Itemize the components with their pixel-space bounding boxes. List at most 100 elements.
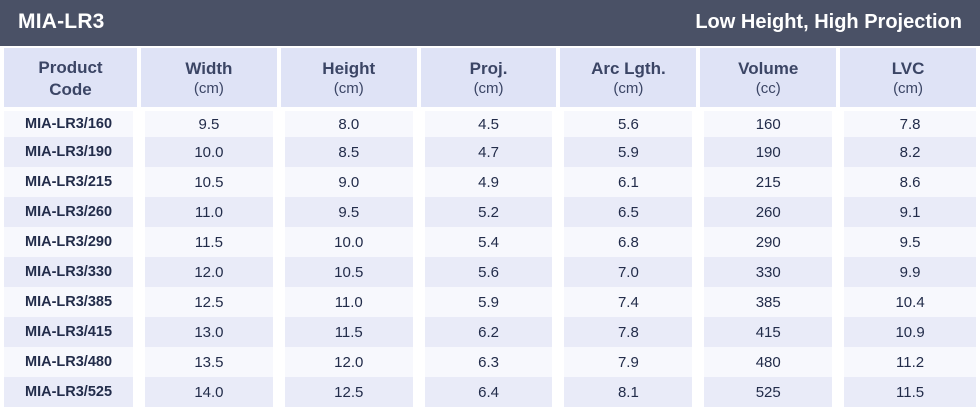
width-cell: 12.5 <box>141 287 277 317</box>
arc-length-cell: 5.9 <box>560 137 697 167</box>
col-header-projection: Proj. (cm) <box>420 48 557 107</box>
table-row: MIA-LR3/330 12.0 10.5 5.6 7.0 330 9.9 <box>4 257 976 287</box>
arc-length-cell: 6.8 <box>560 227 697 257</box>
product-code-cell: MIA-LR3/415 <box>4 317 137 347</box>
product-code-cell: MIA-LR3/480 <box>4 347 137 377</box>
width-cell: 11.0 <box>141 197 277 227</box>
col-header-unit: Code <box>49 79 92 99</box>
table-row: MIA-LR3/260 11.0 9.5 5.2 6.5 260 9.1 <box>4 197 976 227</box>
col-header-label: Arc Lgth. <box>591 59 666 79</box>
col-header-height: Height (cm) <box>280 48 417 107</box>
product-code-cell: MIA-LR3/385 <box>4 287 137 317</box>
col-header-lvc: LVC (cm) <box>840 48 976 107</box>
col-header-product-code: Product Code <box>4 48 137 107</box>
col-header-arc-length: Arc Lgth. (cm) <box>560 48 697 107</box>
table-body: MIA-LR3/160 9.5 8.0 4.5 5.6 160 7.8 MIA-… <box>4 107 976 407</box>
table-header: Product Code Width (cm) Height (cm) Proj… <box>4 48 976 107</box>
arc-length-cell: 8.1 <box>560 377 697 407</box>
lvc-cell: 11.5 <box>840 377 976 407</box>
col-header-label: Product <box>38 57 103 77</box>
proj-cell: 4.5 <box>420 107 557 137</box>
arc-length-cell: 7.4 <box>560 287 697 317</box>
volume-cell: 190 <box>700 137 837 167</box>
col-header-unit: (cm) <box>193 80 224 98</box>
product-model-title: MIA-LR3 <box>18 10 105 33</box>
table-row: MIA-LR3/215 10.5 9.0 4.9 6.1 215 8.6 <box>4 167 976 197</box>
height-cell: 12.0 <box>280 347 417 377</box>
col-header-unit: (cm) <box>613 80 644 98</box>
arc-length-cell: 5.6 <box>560 107 697 137</box>
proj-cell: 5.2 <box>420 197 557 227</box>
col-header-unit: (cm) <box>893 80 924 98</box>
width-cell: 10.0 <box>141 137 277 167</box>
product-code-cell: MIA-LR3/525 <box>4 377 137 407</box>
proj-cell: 6.4 <box>420 377 557 407</box>
table-row: MIA-LR3/160 9.5 8.0 4.5 5.6 160 7.8 <box>4 107 976 137</box>
lvc-cell: 9.1 <box>840 197 976 227</box>
width-cell: 11.5 <box>141 227 277 257</box>
height-cell: 12.5 <box>280 377 417 407</box>
volume-cell: 385 <box>700 287 837 317</box>
product-code-cell: MIA-LR3/160 <box>4 107 137 137</box>
height-cell: 9.0 <box>280 167 417 197</box>
volume-cell: 260 <box>700 197 837 227</box>
volume-cell: 330 <box>700 257 837 287</box>
product-code-cell: MIA-LR3/260 <box>4 197 137 227</box>
lvc-cell: 8.2 <box>840 137 976 167</box>
product-code-cell: MIA-LR3/215 <box>4 167 137 197</box>
col-header-unit: (cm) <box>333 80 364 98</box>
volume-cell: 290 <box>700 227 837 257</box>
volume-cell: 215 <box>700 167 837 197</box>
proj-cell: 5.9 <box>420 287 557 317</box>
arc-length-cell: 7.8 <box>560 317 697 347</box>
lvc-cell: 11.2 <box>840 347 976 377</box>
proj-cell: 6.2 <box>420 317 557 347</box>
table-row: MIA-LR3/415 13.0 11.5 6.2 7.8 415 10.9 <box>4 317 976 347</box>
col-header-label: Proj. <box>469 59 508 79</box>
col-header-unit: (cc) <box>755 80 781 98</box>
height-cell: 9.5 <box>280 197 417 227</box>
volume-cell: 480 <box>700 347 837 377</box>
table-row: MIA-LR3/480 13.5 12.0 6.3 7.9 480 11.2 <box>4 347 976 377</box>
width-cell: 12.0 <box>141 257 277 287</box>
width-cell: 14.0 <box>141 377 277 407</box>
proj-cell: 5.4 <box>420 227 557 257</box>
title-bar: MIA-LR3 Low Height, High Projection <box>0 0 980 46</box>
height-cell: 8.5 <box>280 137 417 167</box>
lvc-cell: 9.5 <box>840 227 976 257</box>
proj-cell: 5.6 <box>420 257 557 287</box>
proj-cell: 6.3 <box>420 347 557 377</box>
volume-cell: 525 <box>700 377 837 407</box>
proj-cell: 4.7 <box>420 137 557 167</box>
lvc-cell: 10.4 <box>840 287 976 317</box>
height-cell: 10.0 <box>280 227 417 257</box>
lvc-cell: 10.9 <box>840 317 976 347</box>
col-header-width: Width (cm) <box>141 48 277 107</box>
table-row: MIA-LR3/190 10.0 8.5 4.7 5.9 190 8.2 <box>4 137 976 167</box>
volume-cell: 160 <box>700 107 837 137</box>
width-cell: 10.5 <box>141 167 277 197</box>
width-cell: 13.5 <box>141 347 277 377</box>
proj-cell: 4.9 <box>420 167 557 197</box>
col-header-label: Height <box>322 59 376 79</box>
arc-length-cell: 7.9 <box>560 347 697 377</box>
col-header-label: LVC <box>891 59 925 79</box>
arc-length-cell: 6.1 <box>560 167 697 197</box>
col-header-volume: Volume (cc) <box>700 48 837 107</box>
spec-table-wrap: Product Code Width (cm) Height (cm) Proj… <box>0 46 980 407</box>
arc-length-cell: 6.5 <box>560 197 697 227</box>
width-cell: 9.5 <box>141 107 277 137</box>
product-code-cell: MIA-LR3/330 <box>4 257 137 287</box>
height-cell: 11.0 <box>280 287 417 317</box>
product-code-cell: MIA-LR3/190 <box>4 137 137 167</box>
table-row: MIA-LR3/290 11.5 10.0 5.4 6.8 290 9.5 <box>4 227 976 257</box>
product-tagline: Low Height, High Projection <box>695 10 962 33</box>
width-cell: 13.0 <box>141 317 277 347</box>
volume-cell: 415 <box>700 317 837 347</box>
col-header-unit: (cm) <box>473 80 504 98</box>
arc-length-cell: 7.0 <box>560 257 697 287</box>
lvc-cell: 8.6 <box>840 167 976 197</box>
table-row: MIA-LR3/385 12.5 11.0 5.9 7.4 385 10.4 <box>4 287 976 317</box>
lvc-cell: 7.8 <box>840 107 976 137</box>
